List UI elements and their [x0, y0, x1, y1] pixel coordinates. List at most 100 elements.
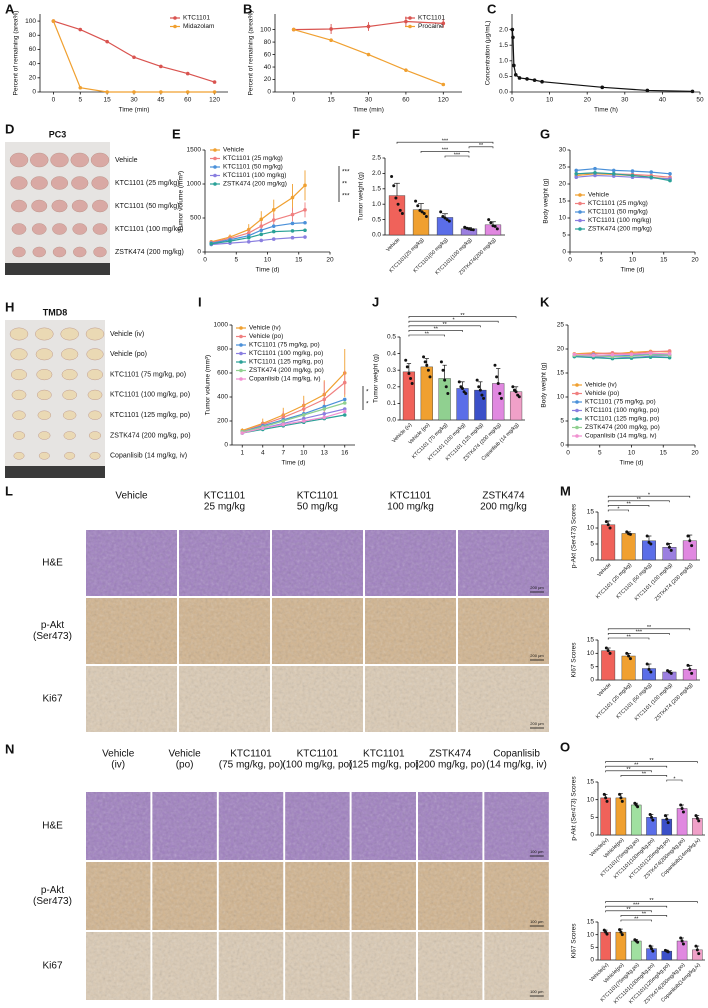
data-point: [649, 175, 654, 179]
x-tick-label: 0: [292, 97, 296, 104]
y-tick-label: 60: [29, 46, 37, 53]
tumor: [11, 369, 27, 381]
tumor: [13, 452, 25, 460]
significance-bracket: [444, 155, 470, 158]
data-point: [159, 64, 163, 69]
series-line: [576, 172, 671, 182]
data-point: [471, 228, 475, 232]
panel-letter: N: [5, 741, 14, 756]
legend-label: KTC1101 (125 mg/kg, po): [585, 416, 659, 423]
data-point: [422, 355, 426, 359]
y-tick-label: 10: [559, 215, 567, 222]
histology-texture: [484, 862, 549, 930]
tumor: [92, 223, 108, 235]
legend-label: Copanlisib (14 mg/kg, iv): [585, 433, 657, 440]
row-label: KTC1101 (125 mg/kg, po): [110, 412, 190, 419]
y-tick-label: 2.0: [372, 170, 381, 177]
data-point: [604, 796, 608, 800]
data-point: [461, 386, 464, 390]
data-point: [513, 73, 518, 77]
data-point: [281, 419, 286, 423]
data-point: [441, 82, 446, 87]
tumor: [85, 327, 105, 341]
bar: [615, 931, 627, 961]
panel-letter: O: [560, 739, 570, 754]
y-tick-label: 25: [559, 164, 567, 171]
legend-label: Vehicle (po): [249, 333, 283, 340]
data-point: [499, 396, 503, 400]
series-line: [511, 29, 693, 92]
data-point: [212, 80, 217, 84]
x-tick-label: 10: [264, 257, 272, 264]
data-point: [498, 391, 502, 395]
significance-bracket: [607, 500, 670, 503]
tumor: [92, 199, 108, 213]
histology-texture: [272, 666, 363, 732]
y-tick-label: 0: [590, 677, 594, 684]
data-point: [593, 166, 597, 171]
data-point: [667, 349, 672, 353]
legend-marker: [578, 201, 582, 206]
data-point: [690, 544, 694, 548]
panel-letter: E: [172, 126, 181, 141]
tumor: [11, 223, 27, 235]
y-tick-label: 200: [217, 418, 228, 425]
significance-bracket: [605, 905, 668, 908]
data-point: [680, 939, 684, 943]
y-tick-label: 5: [560, 418, 564, 425]
data-point: [290, 235, 295, 240]
data-point: [422, 211, 426, 215]
histology-texture: [86, 530, 177, 596]
data-point: [608, 651, 612, 655]
data-point: [259, 228, 264, 233]
series-line: [53, 20, 215, 83]
data-point: [620, 933, 624, 937]
significance-label: *: [366, 389, 369, 396]
legend-marker: [239, 334, 243, 339]
data-point: [209, 242, 214, 246]
row-label: (Ser473): [33, 631, 72, 642]
legend-label: Vehicle (iv): [585, 382, 617, 389]
series-line: [242, 410, 345, 434]
data-point: [405, 365, 409, 369]
histology-texture: [285, 862, 350, 930]
significance-label: **: [434, 327, 439, 333]
panel-letter: B: [243, 1, 252, 16]
x-tick-label: 10: [300, 450, 308, 457]
histology-texture: [86, 666, 177, 732]
data-point: [409, 377, 413, 380]
data-point: [444, 385, 448, 389]
legend-label: ZSTK474 (200 mg/kg): [588, 226, 652, 233]
data-point: [514, 390, 518, 394]
data-point: [667, 545, 671, 549]
data-point: [418, 208, 422, 212]
row-label: Ki67: [42, 961, 62, 972]
data-point: [105, 90, 109, 94]
column-header: ZSTK474: [429, 749, 472, 760]
bar: [436, 217, 454, 236]
bar: [474, 389, 487, 421]
significance-label: **: [342, 181, 348, 188]
data-point: [690, 671, 694, 675]
row-label: KTC1101 (50 mg/kg): [115, 203, 179, 210]
data-point: [439, 360, 443, 364]
legend-marker: [239, 368, 243, 373]
tumor: [12, 410, 26, 420]
legend-marker: [575, 425, 579, 430]
scale-label: 200 μm: [530, 585, 544, 590]
histology-texture: [351, 932, 416, 1000]
data-point: [525, 77, 529, 81]
column-header: 25 mg/kg: [204, 502, 245, 513]
data-point: [602, 792, 606, 796]
y-tick-label: 1.5: [372, 186, 381, 193]
data-point: [457, 380, 461, 384]
significance-bracket: [408, 320, 499, 323]
data-point: [303, 235, 307, 239]
histology-texture: [418, 862, 483, 930]
ruler: [5, 263, 110, 275]
significance-label: *: [366, 401, 369, 408]
significance-label: **: [642, 772, 647, 778]
data-point: [410, 381, 414, 385]
data-point: [628, 532, 632, 536]
scale-label: 100 μm: [530, 849, 544, 854]
